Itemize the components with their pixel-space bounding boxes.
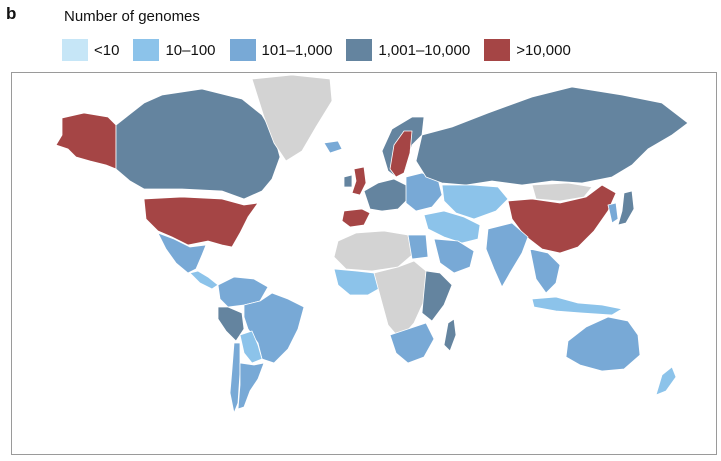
region-west-africa	[333, 268, 383, 296]
region-madagascar	[443, 318, 457, 352]
region-bolivia-paraguay	[239, 330, 263, 364]
legend-swatch-10-100	[133, 39, 160, 61]
region-australia	[565, 316, 641, 372]
region-united-kingdom	[351, 166, 367, 196]
region-mexico	[157, 232, 207, 274]
region-central-africa	[373, 260, 427, 340]
region-brazil	[243, 292, 305, 364]
region-chile	[229, 342, 241, 414]
region-sweden	[389, 130, 413, 178]
region-egypt	[407, 234, 429, 260]
panel-label: b	[6, 4, 17, 23]
legend-label-101-1000: 101–1,000	[261, 41, 333, 59]
region-western-europe	[363, 178, 409, 212]
region-central-america	[189, 270, 219, 290]
world-map-svg	[55, 74, 689, 414]
region-southeast-asia	[529, 248, 561, 294]
region-russia	[415, 86, 689, 186]
legend-label-1001-10000: 1,001–10,000	[378, 41, 471, 59]
legend-item-10-100: 10–100	[133, 39, 216, 61]
legend: <10 10–100 101–1,000 1,001–10,000 >10,00…	[62, 38, 585, 62]
region-mongolia	[531, 182, 593, 202]
region-japan	[617, 190, 635, 226]
legend-item-lt10: <10	[62, 39, 119, 61]
region-new-zealand	[655, 366, 677, 396]
region-spain	[341, 208, 371, 228]
region-ireland	[343, 174, 353, 188]
region-india	[485, 222, 529, 288]
region-iceland	[323, 140, 343, 154]
region-alaska	[55, 112, 117, 170]
world-map	[11, 72, 717, 455]
region-southern-africa	[389, 322, 435, 364]
legend-label-lt10: <10	[94, 41, 120, 59]
legend-swatch-lt10	[62, 39, 88, 61]
legend-swatch-gt10000	[484, 39, 511, 61]
legend-label-gt10000: >10,000	[516, 41, 571, 59]
region-indonesia	[531, 296, 623, 316]
legend-item-gt10000: >10,000	[484, 39, 571, 61]
legend-item-1001-10000: 1,001–10,000	[346, 39, 470, 61]
region-united-states	[143, 196, 259, 248]
region-middle-east	[423, 210, 481, 244]
region-greenland	[251, 74, 333, 162]
region-east-africa	[421, 270, 453, 322]
region-korea	[607, 202, 619, 224]
legend-label-10-100: 10–100	[165, 41, 216, 59]
region-argentina	[237, 362, 265, 410]
legend-swatch-101-1000	[229, 39, 256, 61]
region-canada	[115, 88, 281, 200]
legend-title: Number of genomes	[64, 8, 200, 25]
legend-swatch-1001-10000	[346, 39, 373, 61]
region-kazakhstan-central-asia	[441, 184, 509, 220]
region-saudi-arabia	[433, 238, 475, 274]
region-north-africa	[333, 230, 413, 272]
legend-item-101-1000: 101–1,000	[229, 39, 333, 61]
